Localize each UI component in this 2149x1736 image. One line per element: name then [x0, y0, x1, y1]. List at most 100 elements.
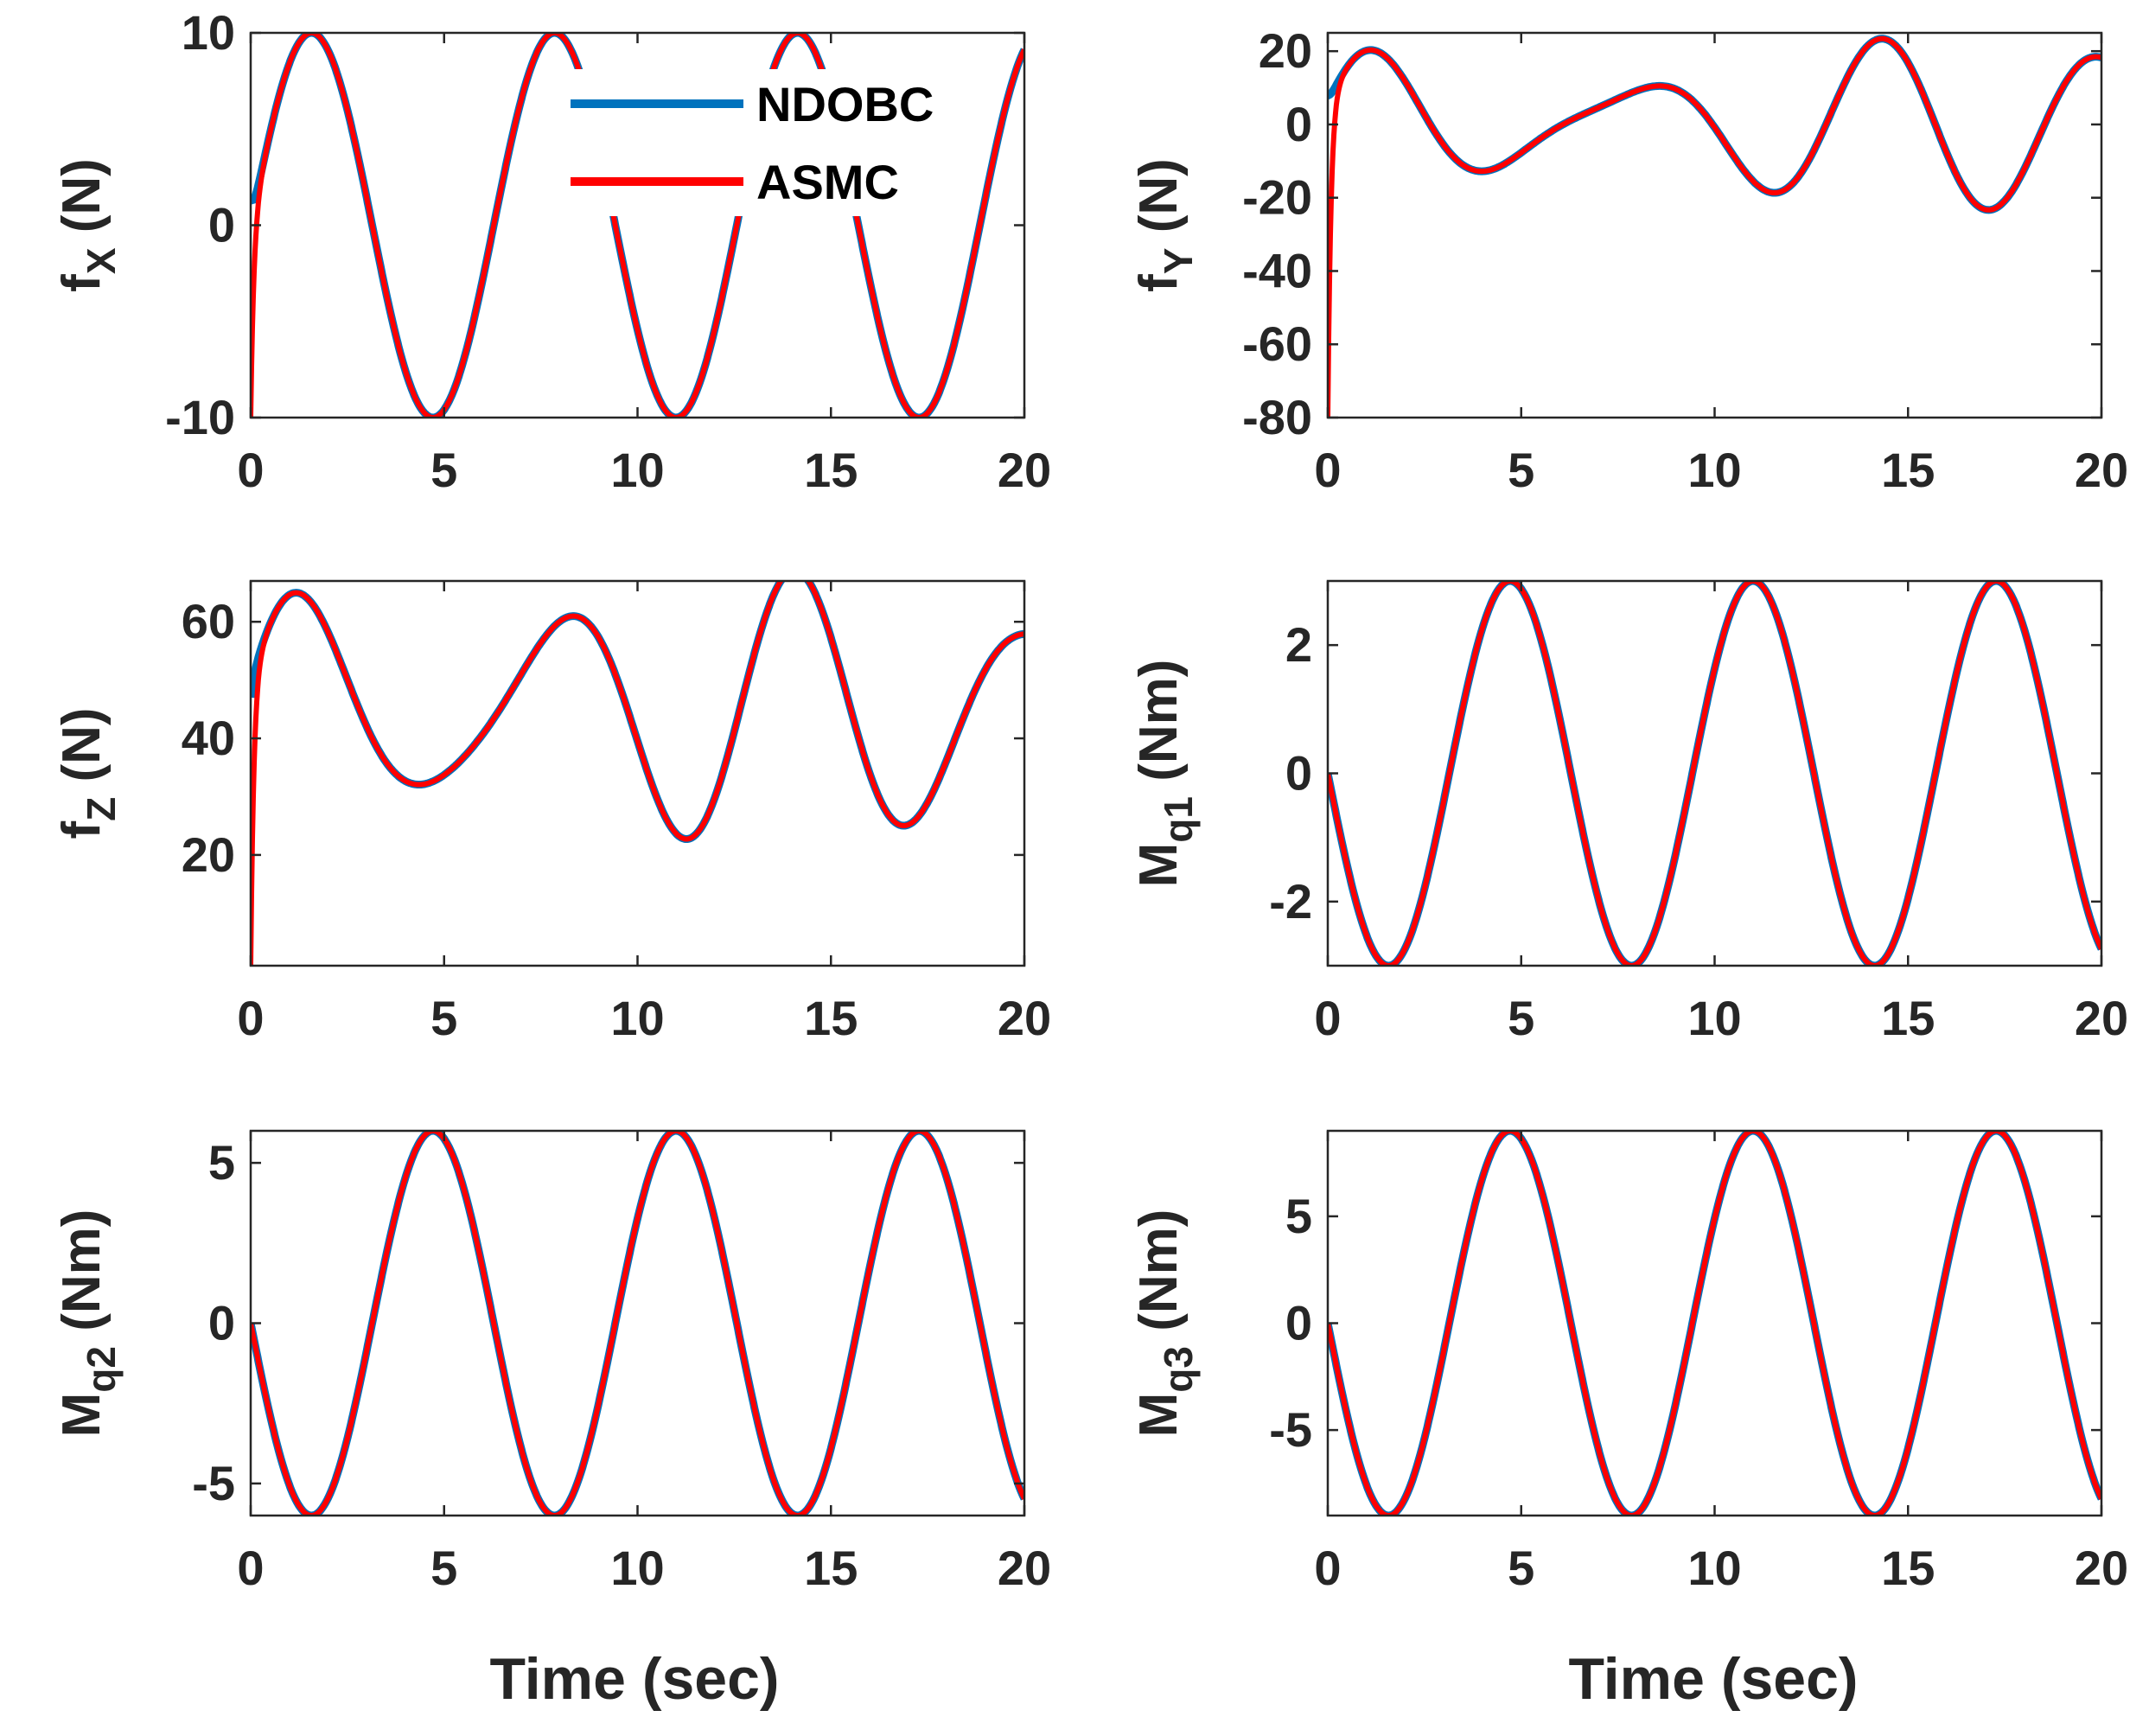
y-tick-label-fy--60: -60	[1242, 316, 1312, 371]
x-tick-label-mq3-0: 0	[1314, 1541, 1341, 1595]
y-axis-label-main-fy: f	[1129, 274, 1189, 292]
legend-background	[562, 69, 977, 216]
x-tick-label-fx-20: 20	[998, 443, 1051, 497]
x-tick-label-fy-20: 20	[2075, 443, 2128, 497]
y-tick-label-fy-0: 0	[1285, 97, 1312, 151]
y-axis-label-fy: fY (N)	[1129, 158, 1201, 292]
series-line-mq1-asmc	[1328, 581, 2101, 966]
panel-mq3: 0 5 10 15 20 -5 0 5 Mq3 (Nm)	[1129, 1129, 2128, 1595]
y-axis-label-fx: fX (N)	[52, 158, 124, 292]
x-tick-label-mq2-15: 15	[804, 1541, 858, 1595]
x-tick-label-mq1-5: 5	[1508, 991, 1534, 1045]
x-axis-labels: Time (sec) Time (sec)	[489, 1646, 1858, 1712]
y-tick-label-mq1-2: 2	[1285, 617, 1312, 672]
x-tick-label-fz-10: 10	[610, 991, 664, 1045]
legend: NDOBC ASMC	[562, 69, 977, 216]
series-line-fy-asmc	[1328, 35, 2101, 418]
y-tick-label-fz-40: 40	[182, 711, 235, 765]
y-tick-label-fy-20: 20	[1259, 23, 1312, 78]
x-tick-label-fz-0: 0	[237, 991, 264, 1045]
y-axis-label-unit-mq1: (Nm)	[1129, 660, 1189, 796]
panel-fy: 0 5 10 15 20 -80 -60 -40 -20 0 20 fY (N)	[1129, 23, 2128, 497]
y-axis-label-sub-mq2: q2	[79, 1346, 124, 1393]
series-line-mq3-ndobc	[1328, 1131, 2101, 1516]
x-tick-label-mq3-10: 10	[1687, 1541, 1741, 1595]
series-line-fz-asmc	[251, 581, 1024, 966]
x-tick-label-mq2-0: 0	[237, 1541, 264, 1595]
x-tick-label-mq1-10: 10	[1687, 991, 1741, 1045]
y-axis-label-unit-mq3: (Nm)	[1129, 1209, 1189, 1346]
x-tick-label-fx-10: 10	[610, 443, 664, 497]
y-axis-label-unit-fx: (N)	[52, 158, 112, 247]
x-tick-label-mq3-20: 20	[2075, 1541, 2128, 1595]
y-axis-label-unit-fy: (N)	[1129, 158, 1189, 247]
y-tick-label-fy--80: -80	[1242, 390, 1312, 444]
y-axis-label-main-fz: f	[52, 821, 112, 839]
y-axis-label-mq1: Mq1 (Nm)	[1129, 660, 1201, 888]
x-tick-label-fy-15: 15	[1881, 443, 1935, 497]
y-axis-label-sub-fz: Z	[79, 797, 124, 821]
panel-mq1: 0 5 10 15 20 -2 0 2 Mq1 (Nm)	[1129, 579, 2128, 1045]
x-tick-label-fz-5: 5	[430, 991, 457, 1045]
y-tick-label-fx--10: -10	[165, 390, 235, 444]
axes-box-mq2	[249, 1129, 1026, 1517]
y-tick-label-mq1-0: 0	[1285, 746, 1312, 801]
y-tick-label-fx-0: 0	[208, 198, 235, 252]
y-tick-label-mq3-5: 5	[1285, 1189, 1312, 1243]
x-tick-label-mq1-20: 20	[2075, 991, 2128, 1045]
y-axis-label-main-mq1: M	[1129, 843, 1189, 888]
y-axis-label-main-mq3: M	[1129, 1393, 1189, 1438]
x-tick-label-fy-0: 0	[1314, 443, 1341, 497]
y-tick-label-mq3-0: 0	[1285, 1296, 1312, 1350]
x-tick-label-mq1-0: 0	[1314, 991, 1341, 1045]
y-axis-label-fz: fZ (N)	[52, 707, 124, 839]
series-line-mq1-ndobc	[1328, 581, 2101, 966]
x-tick-label-mq1-15: 15	[1881, 991, 1935, 1045]
x-tick-label-mq2-10: 10	[610, 1541, 664, 1595]
y-axis-label-unit-mq2: (Nm)	[52, 1209, 112, 1346]
y-tick-label-mq2-0: 0	[208, 1296, 235, 1350]
y-tick-label-fy--40: -40	[1242, 243, 1312, 297]
x-tick-label-fx-5: 5	[430, 443, 457, 497]
y-axis-label-sub-fx: X	[79, 247, 124, 274]
y-tick-label-fz-20: 20	[182, 827, 235, 882]
series-line-mq2-asmc	[251, 1131, 1024, 1516]
x-tick-label-mq2-20: 20	[998, 1541, 1051, 1595]
y-tick-label-mq3--5: -5	[1269, 1402, 1312, 1457]
axes-box-mq3	[1326, 1129, 2103, 1517]
y-axis-label-sub-mq3: q3	[1156, 1346, 1201, 1393]
y-axis-label-main-mq2: M	[52, 1393, 112, 1438]
axes-box-fz	[249, 579, 1026, 967]
series-line-fz-ndobc	[251, 581, 1024, 843]
y-axis-label-main-fx: f	[52, 274, 112, 292]
y-axis-label-unit-fz: (N)	[52, 707, 112, 796]
y-tick-label-mq2--5: -5	[192, 1456, 235, 1510]
y-axis-label-mq3: Mq3 (Nm)	[1129, 1209, 1201, 1438]
y-axis-label-mq2: Mq2 (Nm)	[52, 1209, 124, 1438]
legend-label-asmc: ASMC	[756, 155, 899, 209]
y-tick-label-fz-60: 60	[182, 594, 235, 648]
series-line-mq2-ndobc	[251, 1131, 1024, 1516]
y-axis-label-sub-fy: Y	[1156, 247, 1201, 274]
x-tick-label-mq3-15: 15	[1881, 1541, 1935, 1595]
x-tick-label-fy-10: 10	[1687, 443, 1741, 497]
panel-fz: 0 5 10 15 20 20 40 60 fZ (N)	[52, 579, 1051, 1045]
x-tick-label-fz-15: 15	[804, 991, 858, 1045]
series-line-fx-asmc	[251, 33, 1024, 418]
y-tick-label-fx-10: 10	[182, 5, 235, 60]
series-line-mq3-asmc	[1328, 1131, 2101, 1516]
x-tick-label-fx-15: 15	[804, 443, 858, 497]
axes-box-mq1	[1326, 579, 2103, 967]
x-tick-label-mq3-5: 5	[1508, 1541, 1534, 1595]
legend-label-ndobc: NDOBC	[756, 77, 934, 131]
y-tick-label-fy--20: -20	[1242, 170, 1312, 225]
axes-box-fy	[1326, 31, 2103, 419]
x-axis-label-right: Time (sec)	[1568, 1646, 1858, 1712]
y-axis-label-sub-mq1: q1	[1156, 796, 1201, 843]
x-axis-label-left: Time (sec)	[489, 1646, 779, 1712]
x-tick-label-fy-5: 5	[1508, 443, 1534, 497]
